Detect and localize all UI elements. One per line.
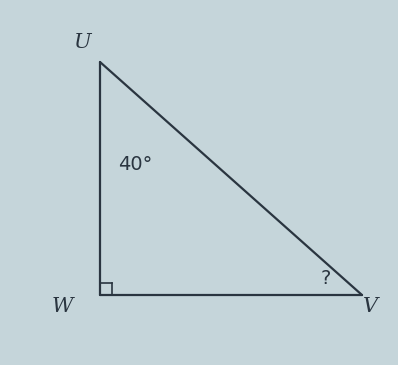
Text: 40°: 40°: [118, 155, 152, 174]
Text: W: W: [51, 297, 73, 316]
Text: U: U: [73, 32, 91, 51]
Text: V: V: [363, 297, 378, 316]
Text: ?: ?: [321, 269, 331, 288]
